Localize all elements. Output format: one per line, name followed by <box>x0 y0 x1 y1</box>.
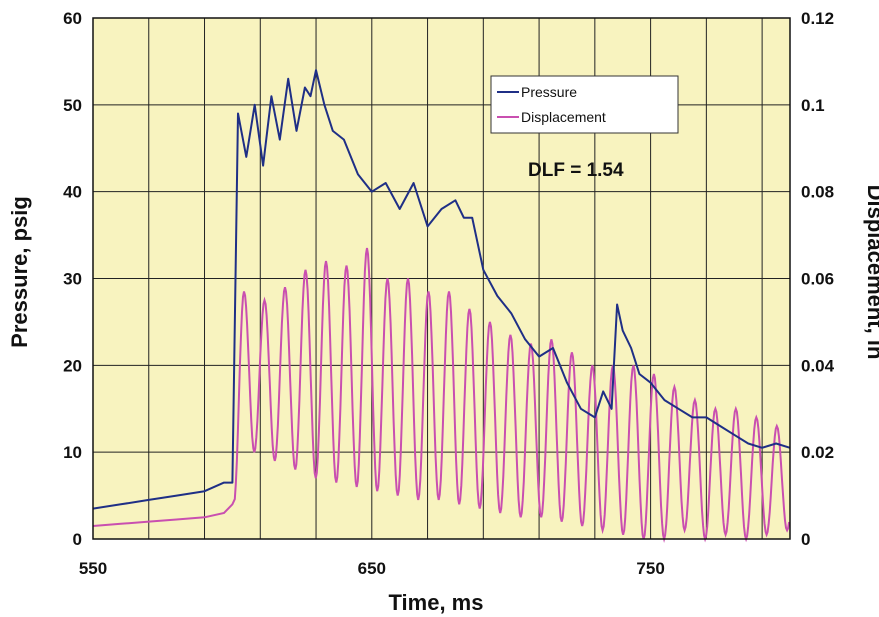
x-tick-label: 750 <box>636 559 664 578</box>
series-line-displacement <box>92 247 791 543</box>
series-line-pressure <box>92 69 791 510</box>
x-axis-title: Time, ms <box>389 590 484 615</box>
legend-label-pressure: Pressure <box>521 84 577 100</box>
y-left-tick-label: 10 <box>63 443 82 462</box>
y-axis-right-title: Displacement, in <box>863 185 879 360</box>
y-axis-right-ticks: 0 0.02 0.04 0.06 0.08 0.1 0.12 <box>801 9 835 549</box>
y-left-tick-label: 60 <box>63 9 82 28</box>
y-right-tick-label: 0.04 <box>801 356 835 375</box>
y-right-tick-label: 0.08 <box>801 183 834 202</box>
x-tick-label: 650 <box>358 559 386 578</box>
y-axis-left-title: Pressure, psig <box>7 196 32 348</box>
legend-label-displacement: Displacement <box>521 109 606 125</box>
y-right-tick-label: 0.02 <box>801 443 834 462</box>
y-axis-left-ticks: 0 10 20 30 40 50 60 <box>63 9 82 549</box>
y-left-tick-label: 40 <box>63 183 82 202</box>
x-tick-label: 550 <box>79 559 107 578</box>
y-left-tick-label: 50 <box>63 96 82 115</box>
y-right-tick-label: 0.12 <box>801 9 834 28</box>
y-left-tick-label: 20 <box>63 356 82 375</box>
x-axis-ticks: 550 650 750 <box>79 559 665 578</box>
legend-box <box>490 75 679 134</box>
y-left-tick-label: 30 <box>63 270 82 289</box>
legend: Pressure Displacement <box>490 75 679 134</box>
plot-border <box>92 17 791 540</box>
y-left-tick-label: 0 <box>73 530 82 549</box>
y-right-tick-label: 0.1 <box>801 96 825 115</box>
y-right-tick-label: 0.06 <box>801 270 834 289</box>
series-layer <box>92 69 791 543</box>
y-right-tick-label: 0 <box>801 530 810 549</box>
dlf-annotation: DLF = 1.54 <box>528 160 624 181</box>
